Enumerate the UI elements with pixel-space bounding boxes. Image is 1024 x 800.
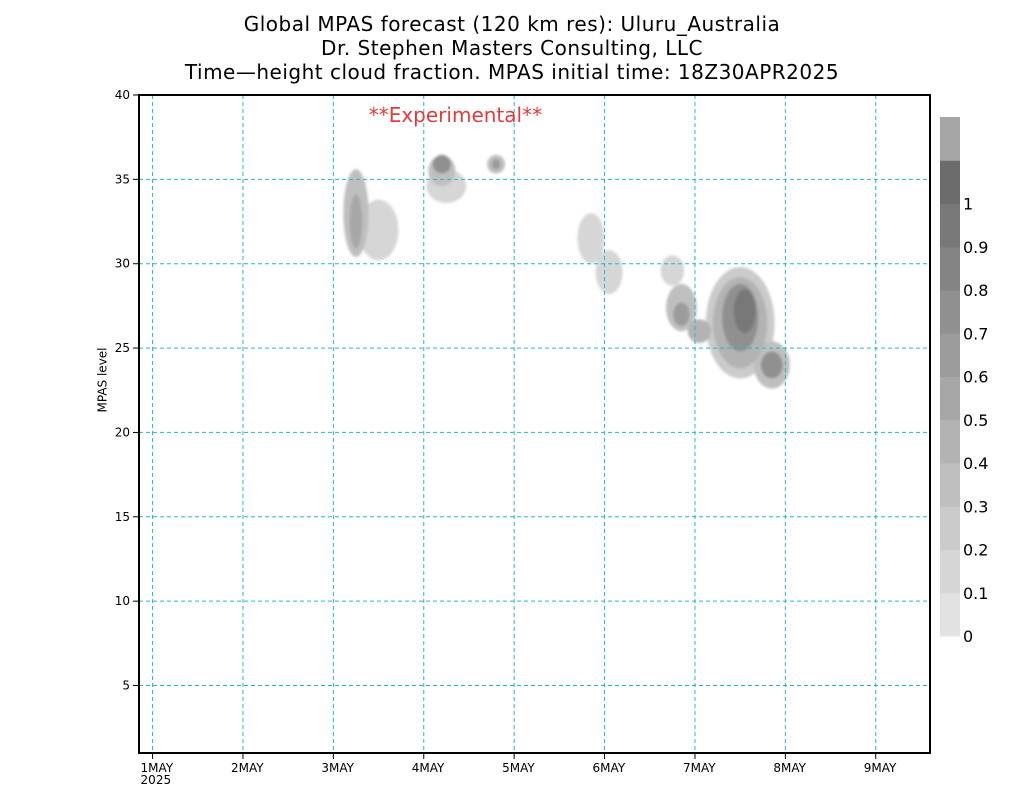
colorbar-label-1: 0.1 xyxy=(963,584,988,603)
x-tick-sublabel-0: 2025 xyxy=(141,773,172,787)
chart-title-line-1: Global MPAS forecast (120 km res): Uluru… xyxy=(243,12,781,36)
cloud-cell-9 xyxy=(595,250,623,295)
colorbar-label-7: 0.7 xyxy=(963,324,988,343)
colorbar-segment-8 xyxy=(940,246,960,291)
colorbar-segment-3 xyxy=(940,463,960,507)
y-tick-label-7: 40 xyxy=(115,88,130,102)
colorbar-label-4: 0.4 xyxy=(963,454,988,473)
colorbar-segment-9 xyxy=(940,203,960,248)
cloud-cell-10 xyxy=(660,255,685,286)
x-tick-label-1: 2MAY xyxy=(231,761,264,775)
x-tick-label-8: 9MAY xyxy=(864,761,897,775)
colorbar-segment-1 xyxy=(940,549,960,594)
y-tick-label-4: 25 xyxy=(115,341,130,355)
colorbar-segment-0 xyxy=(940,592,960,637)
colorbar-label-9: 0.9 xyxy=(963,238,988,257)
x-tick-label-0: 1MAY xyxy=(141,761,174,775)
y-tick-label-3: 20 xyxy=(115,425,130,439)
cloud-cell-12 xyxy=(673,302,690,327)
colorbar-label-5: 0.5 xyxy=(963,411,988,430)
colorbar-segment-10 xyxy=(940,160,960,204)
y-tick-label-6: 35 xyxy=(115,172,130,186)
grid-lines xyxy=(139,95,930,753)
y-tick-label-0: 5 xyxy=(122,679,130,693)
cloud-cell-8 xyxy=(577,213,605,264)
colorbar-label-2: 0.2 xyxy=(963,541,988,560)
plot-area xyxy=(343,154,790,389)
colorbar-segment-11 xyxy=(940,117,960,161)
cloud-cell-1 xyxy=(349,194,363,249)
colorbar-segment-6 xyxy=(940,333,960,377)
experimental-annotation: **Experimental** xyxy=(369,103,542,127)
y-tick-label-5: 30 xyxy=(115,257,130,271)
colorbar-segment-7 xyxy=(940,290,960,334)
x-tick-label-2: 3MAY xyxy=(321,761,354,775)
chart-title-line-3: Time—height cloud fraction. MPAS initial… xyxy=(184,60,840,84)
x-tick-label-7: 8MAY xyxy=(773,761,806,775)
colorbar-segment-4 xyxy=(940,419,960,464)
chart-title-line-2: Dr. Stephen Masters Consulting, LLC xyxy=(321,36,703,60)
cloud-cell-17 xyxy=(733,289,756,333)
cloud-cell-2 xyxy=(358,199,399,261)
cloud-cell-4 xyxy=(432,154,451,174)
colorbar: 0 0.1 0.2 0.3 0.4 0.5 0.6 0.7 0.8 0.9 1 xyxy=(940,117,988,646)
x-tick-label-4: 5MAY xyxy=(502,761,535,775)
y-tick-label-2: 15 xyxy=(115,510,130,524)
x-tick-label-5: 6MAY xyxy=(593,761,626,775)
y-axis-label: MPAS level xyxy=(96,348,110,413)
cloud-cell-13 xyxy=(687,319,712,344)
x-tick-label-6: 7MAY xyxy=(683,761,716,775)
colorbar-label-0: 0 xyxy=(963,627,973,646)
colorbar-segment-2 xyxy=(940,506,960,550)
plot-frame xyxy=(138,94,931,754)
colorbar-label-10: 1 xyxy=(963,195,973,214)
colorbar-label-6: 0.6 xyxy=(963,368,988,387)
y-tick-label-1: 10 xyxy=(115,594,130,608)
colorbar-segment-5 xyxy=(940,376,960,421)
x-tick-label-3: 4MAY xyxy=(412,761,445,775)
cloud-cell-19 xyxy=(760,351,783,379)
cloud-fraction-field xyxy=(343,154,790,389)
colorbar-label-8: 0.8 xyxy=(963,281,988,300)
cloud-cell-7 xyxy=(491,159,501,170)
colorbar-label-3: 0.3 xyxy=(963,497,988,516)
